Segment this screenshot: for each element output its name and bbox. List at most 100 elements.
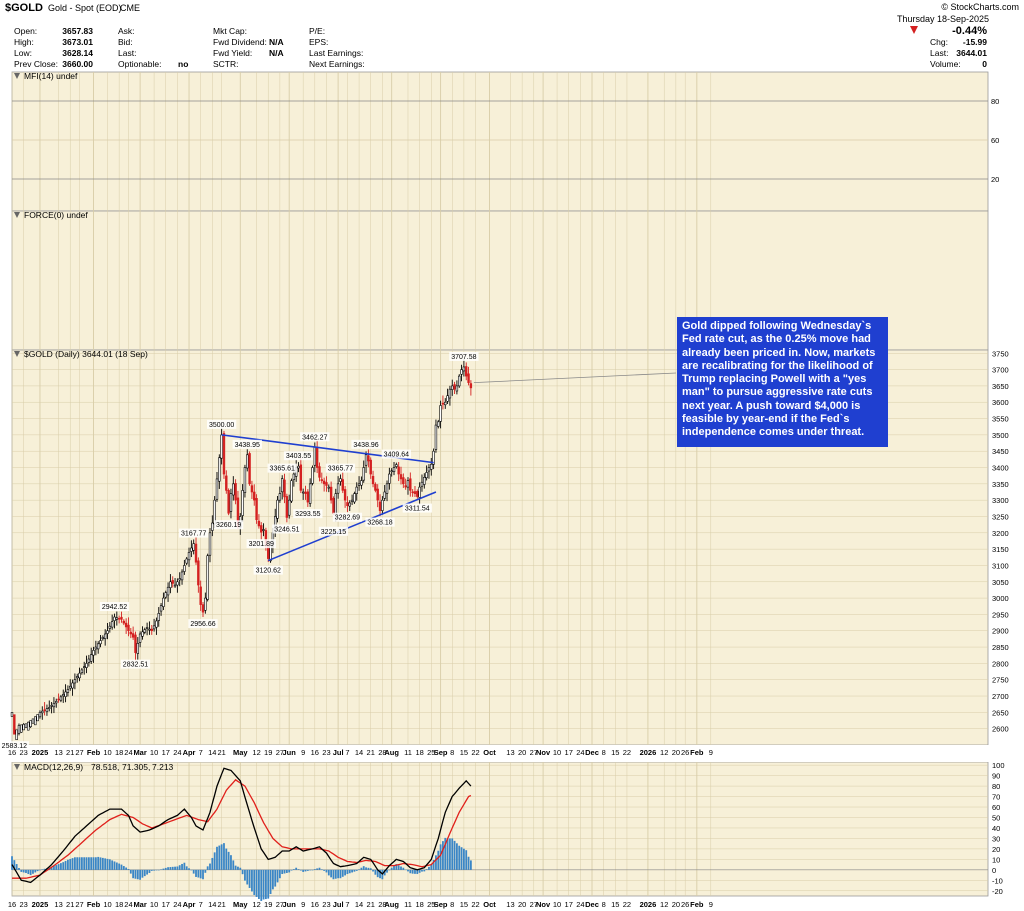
- x-tick-label: 13: [54, 900, 62, 909]
- x-tick-label: 27: [530, 748, 538, 757]
- macd-histogram-bar: [444, 837, 447, 870]
- price-label-bg: [213, 520, 244, 530]
- price-label: 3201.89: [249, 541, 274, 548]
- mkt-cap-label: Mkt Cap:: [213, 26, 247, 36]
- open-label: Open:: [14, 26, 37, 36]
- price-label: 3282.69: [335, 515, 360, 522]
- candle-body: [448, 388, 452, 399]
- candle-body: [92, 650, 95, 656]
- y-tick-label: 2800: [992, 659, 1009, 668]
- macd-histogram-bar: [262, 869, 265, 900]
- macd-histogram-bar: [425, 869, 428, 870]
- x-tick-label: Aug: [384, 900, 399, 909]
- candle-body: [20, 724, 23, 733]
- macd-histogram-bar: [306, 869, 309, 871]
- y-tick-label: 3400: [992, 464, 1009, 473]
- candle-body: [183, 565, 186, 572]
- macd-histogram-bar: [225, 848, 228, 870]
- macd-histogram-bar: [83, 857, 86, 870]
- x-tick-label: 10: [150, 748, 158, 757]
- candle-body: [404, 485, 407, 488]
- candle-body: [465, 366, 468, 377]
- candle-body: [155, 620, 158, 628]
- macd-histogram-bar: [209, 863, 211, 870]
- x-tick-label: 2025: [32, 748, 49, 757]
- macd-histogram-bar: [320, 869, 323, 870]
- candle-body: [427, 467, 431, 472]
- candle-body: [327, 486, 330, 489]
- macd-histogram-bar: [267, 869, 270, 899]
- candle-body: [311, 467, 314, 484]
- macd-y-tick-label: 20: [992, 845, 1000, 854]
- macd-histogram-bar: [148, 869, 151, 873]
- macd-histogram-bar: [220, 844, 223, 870]
- macd-histogram-bar: [367, 867, 370, 870]
- candle-body: [187, 552, 191, 561]
- candle-body: [71, 682, 74, 689]
- candle-body: [392, 467, 396, 472]
- candle-body: [59, 696, 63, 701]
- candle-body: [69, 685, 72, 689]
- macd-histogram-bar: [62, 862, 65, 870]
- macd-histogram-bar: [192, 869, 195, 874]
- y-tick-label: 3750: [992, 349, 1009, 358]
- macd-value: 78.518,: [91, 762, 119, 772]
- y-tick-label: 2950: [992, 610, 1009, 619]
- candle-body: [199, 586, 202, 605]
- candle-body: [120, 616, 123, 620]
- x-tick-label: Aug: [384, 748, 399, 757]
- price-label: 3438.95: [235, 442, 260, 449]
- x-tick-label: May: [233, 748, 248, 757]
- macd-histogram-bar: [204, 869, 207, 873]
- x-tick-label: 15: [460, 900, 468, 909]
- macd-histogram-bar: [358, 869, 360, 870]
- macd-histogram-bar: [465, 850, 468, 870]
- macd-histogram-bar: [244, 869, 246, 881]
- candle-body: [218, 457, 221, 482]
- candle-body: [276, 499, 279, 519]
- x-tick-label: Sep: [434, 748, 448, 757]
- macd-histogram-bar: [60, 863, 62, 870]
- candle-body: [208, 532, 212, 556]
- macd-histogram-bar: [327, 869, 330, 876]
- macd-histogram-bar: [311, 869, 314, 871]
- price-label-bg: [365, 517, 395, 527]
- macd-histogram-bar: [393, 865, 395, 870]
- x-tick-label: 15: [611, 900, 619, 909]
- last-price-label: Last:: [930, 48, 948, 58]
- x-tick-label: 24: [576, 900, 584, 909]
- candle-body: [211, 522, 214, 531]
- macd-histogram-bar: [71, 858, 74, 870]
- macd-histogram-bar: [183, 862, 186, 870]
- candle-body: [315, 447, 319, 468]
- macd-histogram-bar: [99, 857, 102, 870]
- panel-collapse-icon: [14, 73, 20, 79]
- annotation-line: are recalibrating for the likelihood of: [682, 359, 873, 372]
- macd-histogram-bar: [390, 867, 393, 870]
- x-tick-label: 17: [565, 900, 573, 909]
- candle-body: [180, 571, 184, 581]
- candle-body: [418, 486, 421, 498]
- candle-body: [413, 491, 417, 494]
- candle-body: [31, 718, 35, 724]
- macd-histogram-bar: [76, 857, 79, 870]
- price-label-bg: [206, 419, 237, 429]
- candle-body: [364, 454, 368, 466]
- candle-body: [371, 476, 375, 485]
- last-earnings-label: Last Earnings:: [309, 48, 363, 58]
- candle-body: [360, 480, 363, 486]
- macd-histogram-bar: [143, 869, 146, 877]
- candle-body: [110, 621, 114, 628]
- x-tick-label: 22: [623, 900, 631, 909]
- candle-body: [243, 467, 247, 493]
- macd-histogram-bar: [122, 866, 125, 870]
- x-tick-label: 10: [103, 900, 111, 909]
- price-label: 3225.15: [321, 529, 346, 536]
- candle-body: [444, 401, 447, 406]
- candle-body: [204, 597, 207, 611]
- candle-body: [194, 543, 198, 563]
- x-tick-label: 10: [103, 748, 111, 757]
- mfi-tick-80: 80: [991, 97, 999, 106]
- macd-histogram-bar: [437, 850, 440, 870]
- x-tick-label: 25: [427, 748, 435, 757]
